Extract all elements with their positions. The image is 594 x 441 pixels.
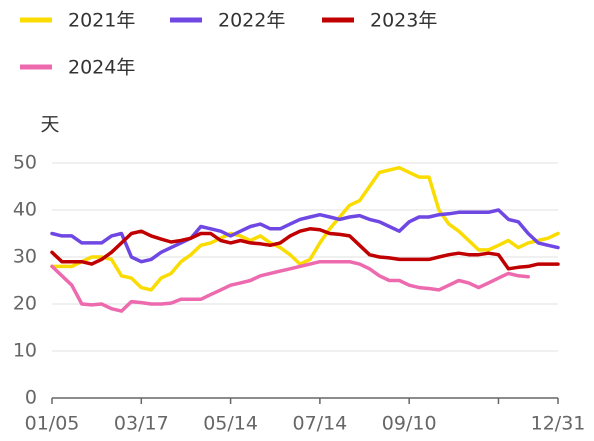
y-tick-label: 0 <box>25 387 37 409</box>
y-tick-label: 20 <box>13 293 37 315</box>
y-axis-label: 天 <box>40 114 59 136</box>
line-series <box>50 259 530 313</box>
line-series <box>50 208 560 264</box>
x-tick-label: 01/05 <box>25 413 80 435</box>
line-series <box>50 165 560 292</box>
x-tick-label: 12/31 <box>531 413 586 435</box>
line-series <box>50 227 560 271</box>
legend-label: 2024年 <box>68 57 135 79</box>
y-tick-label: 10 <box>13 340 37 362</box>
legend-label: 2022年 <box>218 10 285 32</box>
x-tick-label: 07/14 <box>292 413 347 435</box>
y-tick-label: 30 <box>13 246 37 268</box>
legend-label: 2021年 <box>68 10 135 32</box>
x-tick-label: 09/10 <box>382 413 437 435</box>
legend-label: 2023年 <box>370 10 437 32</box>
y-tick-label: 50 <box>13 152 37 174</box>
x-tick-label: 05/14 <box>203 413 258 435</box>
x-tick-label: 03/17 <box>114 413 169 435</box>
y-tick-label: 40 <box>13 199 37 221</box>
